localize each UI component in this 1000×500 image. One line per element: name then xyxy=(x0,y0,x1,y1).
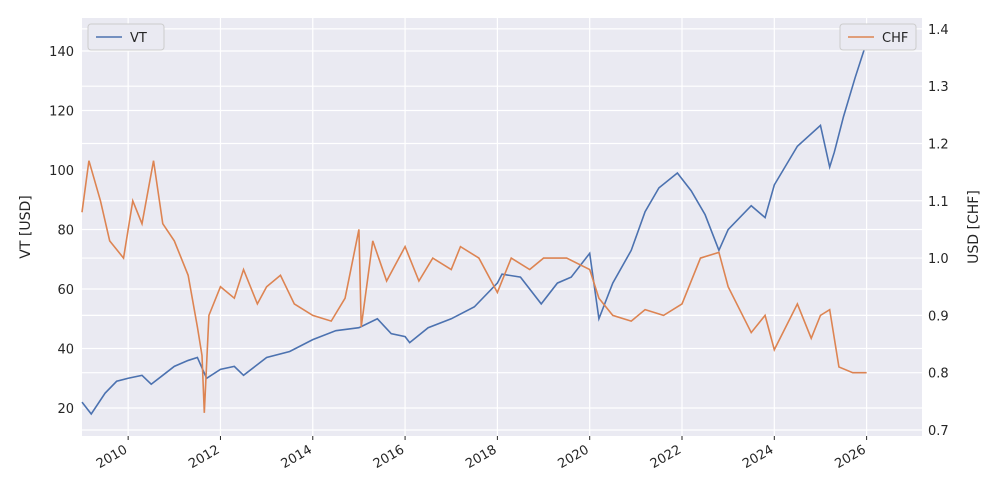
x-tick-label: 2014 xyxy=(279,442,315,472)
legend-box xyxy=(87,23,165,51)
y-tick-label: 140 xyxy=(49,45,74,60)
y2-tick-label: 1.0 xyxy=(928,252,949,267)
y2-tick-label: 1.3 xyxy=(928,80,949,95)
y-tick-label: 20 xyxy=(57,402,74,417)
y2-axis-label: USD [CHF] xyxy=(966,190,982,264)
x-tick-label: 2026 xyxy=(832,442,868,472)
legend-label: VT xyxy=(130,31,147,46)
x-tick-label: 2012 xyxy=(186,442,222,472)
y-tick-label: 100 xyxy=(49,164,74,179)
x-tick-label: 2010 xyxy=(94,442,130,472)
x-tick-label: 2024 xyxy=(740,442,776,472)
legend-label: CHF xyxy=(882,31,908,46)
y2-tick-label: 1.4 xyxy=(928,23,949,38)
y-tick-label: 40 xyxy=(57,343,74,358)
x-tick-label: 2022 xyxy=(648,442,684,472)
y-tick-label: 60 xyxy=(57,283,74,298)
y2-tick-label: 0.7 xyxy=(928,424,949,439)
y-tick-label: 80 xyxy=(57,224,74,239)
y2-tick-label: 0.8 xyxy=(928,367,949,382)
line-series xyxy=(81,41,868,416)
x-tick-label: 2016 xyxy=(371,442,407,472)
y2-tick-label: 1.2 xyxy=(928,137,949,152)
y-tick-label: 120 xyxy=(49,105,74,120)
legend-box xyxy=(839,23,917,51)
x-tick-label: 2020 xyxy=(556,442,592,472)
line-series xyxy=(81,160,867,413)
x-tick-label: 2018 xyxy=(463,442,499,472)
legend: CHF xyxy=(839,23,917,51)
y-axis-label: VT [USD] xyxy=(18,195,34,258)
legend: VT xyxy=(87,23,165,51)
y2-tick-label: 1.1 xyxy=(928,195,949,210)
y2-tick-label: 0.9 xyxy=(928,309,949,324)
plot-area xyxy=(82,18,922,436)
